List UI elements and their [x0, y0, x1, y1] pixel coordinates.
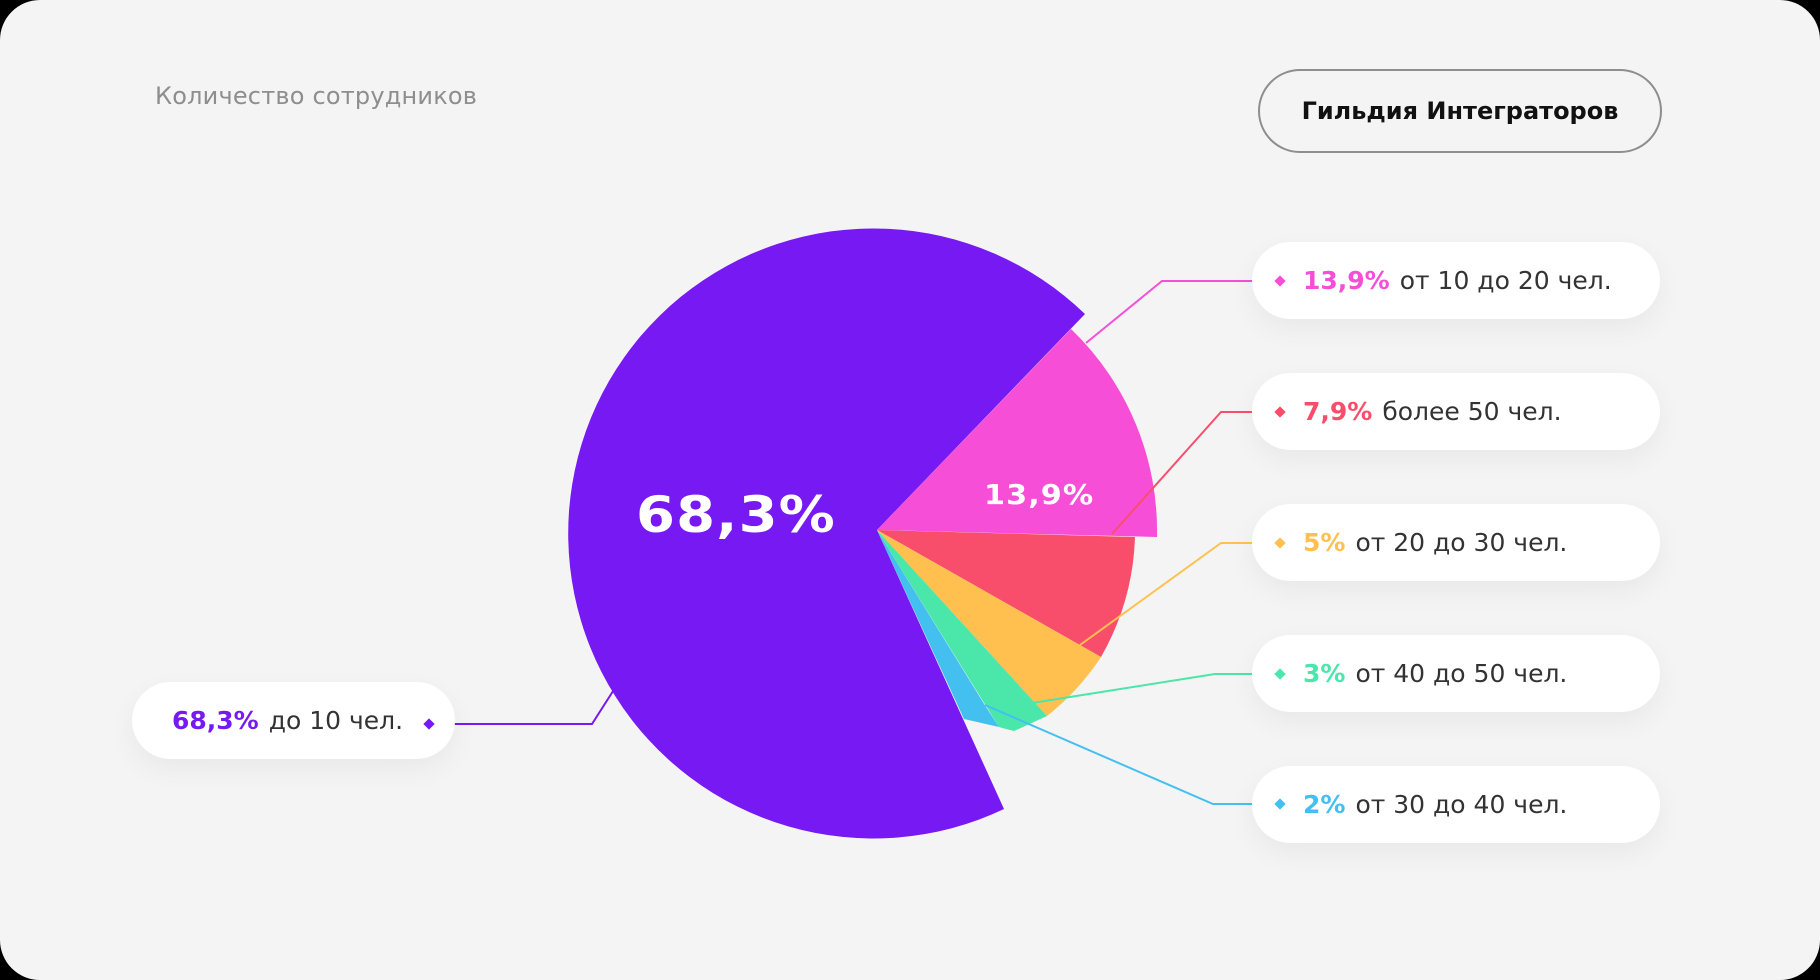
legend-label: от 30 до 40 чел.: [1355, 790, 1568, 819]
chart-title: Количество сотрудников: [155, 82, 478, 110]
slice-40-to-50[interactable]: [877, 530, 1047, 731]
legend-label: от 20 до 30 чел.: [1355, 528, 1568, 557]
connector-up-to-10: [429, 687, 616, 725]
diamond-marker-icon: [1274, 275, 1286, 287]
legend-pct: 13,9%: [1303, 266, 1390, 295]
legend-label: от 10 до 20 чел.: [1399, 266, 1612, 295]
connector-10-to-20: [1085, 280, 1280, 344]
slice-over-50[interactable]: [877, 530, 1135, 657]
diamond-marker-icon: [423, 718, 435, 730]
diamond-marker-icon: [1274, 798, 1286, 810]
legend-item-over-50: 7,9% более 50 чел.: [1252, 373, 1660, 450]
legend-pct: 5%: [1303, 528, 1346, 557]
diamond-marker-icon: [1274, 668, 1286, 680]
pie-label-secondary: 13,9%: [984, 478, 1095, 511]
legend-item-20-to-30: 5% от 20 до 30 чел.: [1252, 504, 1660, 581]
legend-label: от 40 до 50 чел.: [1355, 659, 1568, 688]
legend-pct: 68,3%: [172, 706, 259, 735]
pie-label-main: 68,3%: [636, 486, 836, 544]
legend-item-40-to-50: 3% от 40 до 50 чел.: [1252, 635, 1660, 712]
diamond-marker-icon: [1274, 406, 1286, 418]
legend-pct: 7,9%: [1303, 397, 1373, 426]
legend-item-30-to-40: 2% от 30 до 40 чел.: [1252, 766, 1660, 843]
legend-pct: 2%: [1303, 790, 1346, 819]
legend-label: до 10 чел.: [268, 706, 404, 735]
diamond-marker-icon: [1274, 537, 1286, 549]
legend-item-up-to-10: 68,3% до 10 чел.: [132, 682, 455, 759]
slice-up-to-10[interactable]: [568, 228, 1085, 839]
slice-10-to-20[interactable]: [877, 329, 1158, 537]
legend-pct: 3%: [1303, 659, 1346, 688]
guild-selector-button[interactable]: Гильдия Интеграторов: [1258, 69, 1662, 153]
slice-20-to-30[interactable]: [877, 530, 1101, 716]
legend-label: более 50 чел.: [1382, 397, 1562, 426]
legend-item-10-to-20: 13,9% от 10 до 20 чел.: [1252, 242, 1660, 319]
